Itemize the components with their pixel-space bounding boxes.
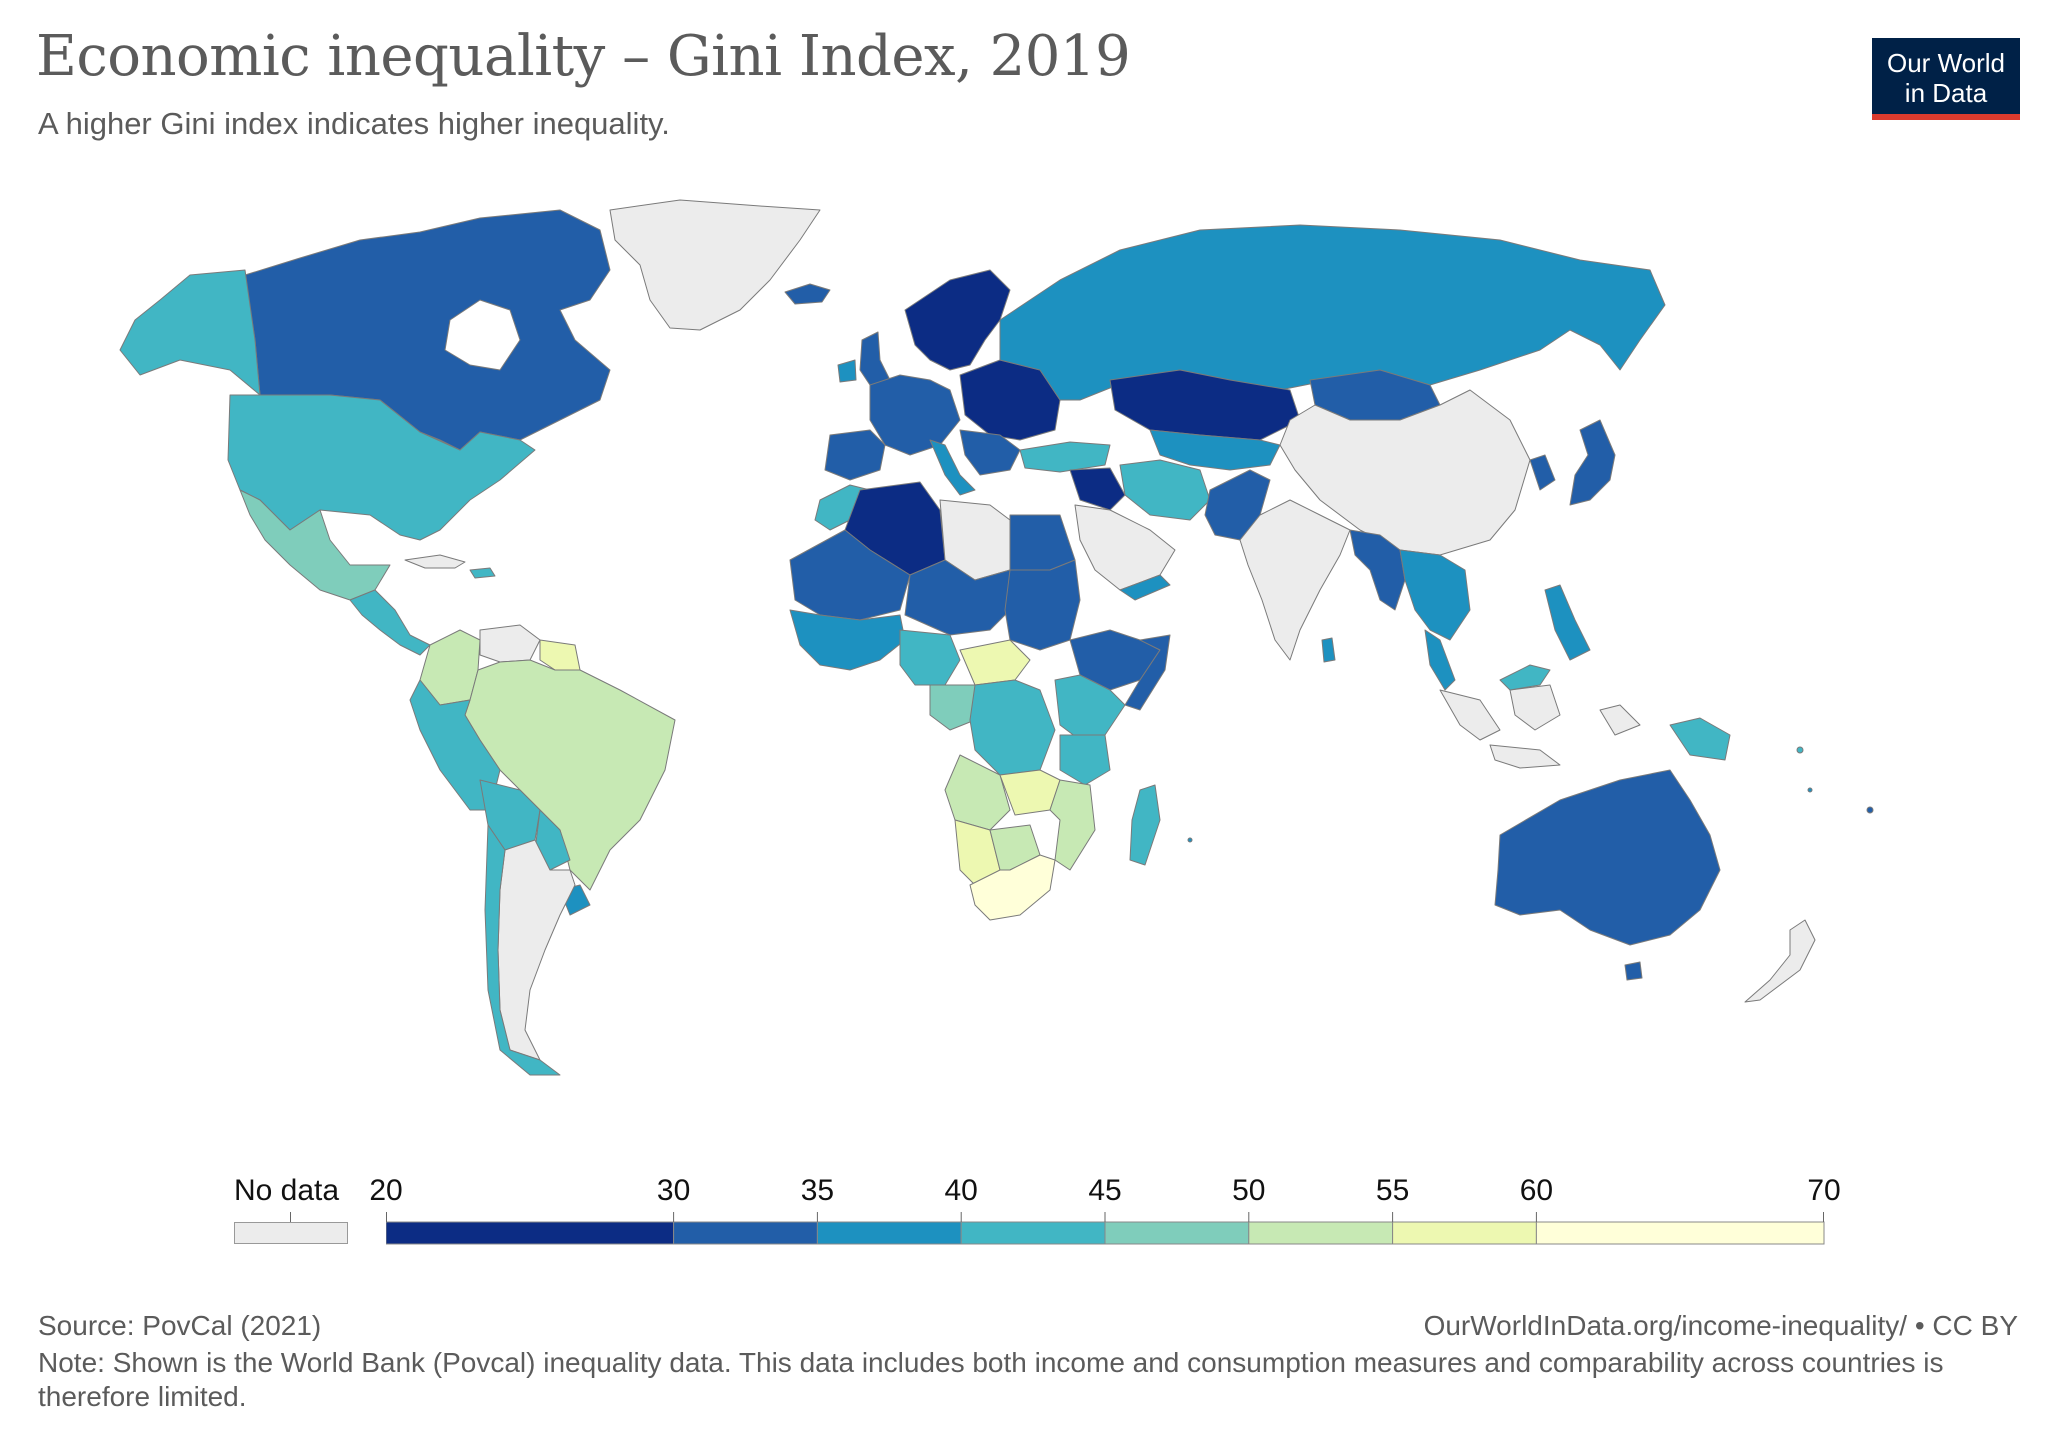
region-central-asia[interactable] <box>1149 429 1281 471</box>
region-egypt[interactable] <box>1009 514 1076 571</box>
legend-bin-35-40[interactable] <box>816 1221 962 1245</box>
legend-tick-label: 30 <box>656 1174 691 1207</box>
region-spain[interactable] <box>824 429 886 481</box>
legend-tick-label: 40 <box>944 1174 978 1207</box>
region-tanzania[interactable] <box>1059 734 1111 786</box>
region-nigeria[interactable] <box>899 629 961 686</box>
region-chile[interactable] <box>484 824 561 1076</box>
legend-bin-45-50[interactable] <box>1104 1221 1250 1245</box>
region-yemen[interactable] <box>1119 574 1171 601</box>
region-indonesia[interactable] <box>1439 684 1641 769</box>
region-guianas[interactable] <box>539 639 581 671</box>
legend-color-bar[interactable] <box>386 1212 1826 1246</box>
legend-bin-60-70[interactable] <box>1535 1221 1825 1245</box>
logo-line-2: in Data <box>1904 78 1988 108</box>
legend-tick-label: 45 <box>1088 1174 1122 1207</box>
region-greenland[interactable] <box>609 199 821 331</box>
chart-subtitle: A higher Gini index indicates higher ine… <box>38 106 670 141</box>
region-island-c[interactable] <box>1866 806 1874 814</box>
region-congo[interactable] <box>969 679 1056 776</box>
region-island-a[interactable] <box>1187 837 1193 843</box>
owid-logo[interactable]: Our World in Data <box>1872 38 2020 120</box>
region-kenya[interactable] <box>1054 674 1126 741</box>
region-hudson-bay <box>444 299 521 371</box>
region-new-zealand[interactable] <box>1744 919 1816 1003</box>
region-car[interactable] <box>959 639 1031 686</box>
legend-tick-label: 35 <box>800 1174 835 1207</box>
region-alaska[interactable] <box>119 269 261 396</box>
world-map <box>119 199 1874 1076</box>
region-western-europe[interactable] <box>869 374 961 456</box>
region-south-africa[interactable] <box>969 854 1056 921</box>
legend-tick-label: 55 <box>1375 1174 1410 1207</box>
region-madagascar[interactable] <box>1129 784 1161 866</box>
legend-tick-label: 20 <box>369 1174 403 1207</box>
region-uk[interactable] <box>859 331 891 386</box>
region-argentina[interactable] <box>497 839 576 1061</box>
legend-tick-label: 50 <box>1232 1174 1266 1207</box>
region-somalia[interactable] <box>1124 634 1171 711</box>
legend-tick-label: 70 <box>1807 1174 1841 1207</box>
region-mauritania-mali[interactable] <box>789 529 911 621</box>
region-sri-lanka[interactable] <box>1321 637 1336 663</box>
region-myanmar[interactable] <box>1349 529 1406 611</box>
region-malay-peninsula[interactable] <box>1424 629 1456 691</box>
source-text: Source: PovCal (2021) <box>38 1310 322 1341</box>
region-cameroon-gabon[interactable] <box>929 684 976 731</box>
region-papua-new-guinea[interactable] <box>1669 717 1731 761</box>
legend-no-data-swatch[interactable] <box>234 1222 348 1244</box>
region-mozambique[interactable] <box>1049 779 1096 871</box>
region-ireland[interactable] <box>837 359 857 383</box>
note-text: Note: Shown is the World Bank (Povcal) i… <box>38 1347 1944 1412</box>
legend-bin-40-45[interactable] <box>960 1221 1106 1245</box>
region-island-d[interactable] <box>1807 787 1813 793</box>
legend-no-data-label: No data <box>234 1174 340 1207</box>
region-italy[interactable] <box>929 439 976 496</box>
region-turkey[interactable] <box>1019 441 1111 473</box>
region-tasmania[interactable] <box>1624 961 1643 981</box>
region-mexico[interactable] <box>239 489 391 601</box>
region-scandinavia[interactable] <box>904 269 1011 371</box>
region-iran[interactable] <box>1119 459 1211 521</box>
legend-bin-55-60[interactable] <box>1392 1221 1537 1245</box>
region-sudan[interactable] <box>1004 559 1081 651</box>
region-central-america[interactable] <box>349 589 431 656</box>
source-url[interactable]: OurWorldInData.org/income-inequality/ • … <box>1423 1310 2018 1341</box>
region-caribbean[interactable] <box>404 554 466 569</box>
legend-tick-label: 60 <box>1519 1174 1554 1207</box>
region-japan[interactable] <box>1569 419 1616 506</box>
legend-bin-30-35[interactable] <box>673 1221 818 1245</box>
region-west-coast[interactable] <box>789 609 906 671</box>
legend-no-data-tick <box>290 1212 291 1222</box>
region-china[interactable] <box>1279 389 1531 556</box>
legend-bin-20-30[interactable] <box>386 1221 675 1245</box>
region-korea[interactable] <box>1529 454 1556 491</box>
region-venezuela[interactable] <box>479 624 541 663</box>
chart-title: Economic inequality – Gini Index, 2019 <box>36 24 1131 89</box>
region-australia[interactable] <box>1494 769 1721 946</box>
region-thailand[interactable] <box>1399 549 1471 641</box>
region-philippines[interactable] <box>1544 584 1591 661</box>
logo-line-1: Our World <box>1887 48 2005 78</box>
region-island-b[interactable] <box>1796 746 1804 754</box>
region-hispaniola[interactable] <box>469 567 496 579</box>
region-iraq[interactable] <box>1069 467 1126 511</box>
region-borneo-malaysia[interactable] <box>1499 664 1551 691</box>
region-iceland[interactable] <box>784 283 831 305</box>
region-balkans[interactable] <box>959 429 1021 476</box>
region-kazakhstan[interactable] <box>1109 369 1301 441</box>
region-russia[interactable] <box>999 224 1666 401</box>
region-india[interactable] <box>1239 499 1351 661</box>
legend-bin-50-55[interactable] <box>1248 1221 1394 1245</box>
